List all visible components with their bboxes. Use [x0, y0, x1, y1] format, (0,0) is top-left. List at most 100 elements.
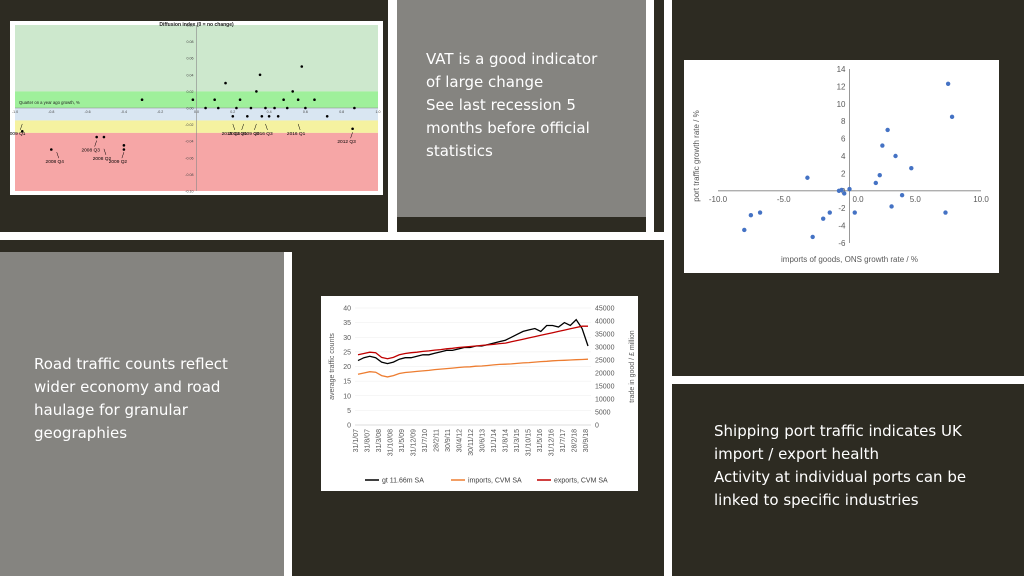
y-tick-label: -0.02 — [185, 123, 193, 127]
data-point — [885, 127, 890, 133]
y-tick-label: 0.04 — [187, 73, 194, 77]
y-tick-label: -0.06 — [185, 156, 193, 160]
y-tick-label: -6 — [838, 239, 846, 248]
traffic-chart-frame: 0 5 10 15 20 25 30 35 40 0 5000 10000 15000 20000 2500… — [321, 296, 638, 491]
data-point — [122, 148, 126, 151]
x-tick-label: 30/9/18 — [583, 429, 590, 452]
vat-text-line: VAT is a good indicator — [426, 50, 598, 68]
x-tick-label: -10.0 — [709, 195, 728, 204]
x-axis-label: Quarter on a year ago growth, % — [19, 100, 80, 105]
y2-tick-label: 5000 — [595, 410, 611, 417]
shipping-text-line: Activity at individual ports can be — [714, 468, 967, 486]
road-text-line: haulage for granular — [34, 401, 188, 419]
x-tick-label: 31/3/15 — [514, 429, 521, 452]
y-tick-label: 10 — [343, 393, 351, 400]
data-point — [102, 135, 106, 139]
x-tick-label: -0.4 — [121, 110, 127, 114]
x-tick-label: 30/6/13 — [480, 429, 487, 452]
data-point — [757, 210, 763, 215]
y-tick-label: 8 — [841, 117, 846, 126]
data-point — [842, 191, 847, 196]
y-tick-label: 0.00 — [187, 107, 194, 111]
divider-mid-vertical — [646, 0, 654, 232]
annotation-label: 2008 Q4 — [46, 159, 65, 165]
annotation-label: 2008 Q3 — [81, 148, 100, 154]
y2-tick-label: 10000 — [595, 397, 615, 404]
data-point — [949, 114, 955, 120]
y-tick-label: -0.04 — [185, 140, 193, 144]
y-tick-label: 15 — [343, 379, 351, 386]
data-point — [238, 98, 242, 101]
y-tick-label: 10 — [837, 100, 846, 109]
annotation-label: 2008 Q2 — [93, 156, 112, 162]
y2-tick-label: 45000 — [595, 306, 615, 313]
x-tick-label: -0.6 — [84, 110, 90, 114]
annotation-label: 2009 Q3 — [241, 131, 260, 137]
x-tick-label: 31/7/10 — [422, 429, 429, 452]
x-tick-label: 30/11/12 — [468, 429, 475, 456]
legend-label: exports, CVM SA — [554, 478, 608, 485]
data-point — [893, 153, 898, 159]
annotation-arrow — [56, 152, 59, 159]
x-tick-label: -1.0 — [12, 110, 18, 114]
x-tick-label: 0.0 — [194, 110, 199, 114]
port-chart-frame: 14 12 10 8 6 4 2 0 -2 -4 -6 -10.0 -5.0 0.0 5.0 10.0 impo… — [684, 60, 999, 273]
x-tick-label: 31/5/16 — [537, 429, 544, 452]
x-axis-label: imports of goods, ONS growth rate / % — [781, 255, 918, 264]
data-point — [95, 135, 98, 139]
annotation-label: 2016 Q3 — [254, 131, 273, 137]
data-point — [231, 115, 235, 118]
data-point — [877, 172, 882, 178]
data-point — [264, 106, 267, 110]
x-tick-label: 0.0 — [853, 195, 865, 204]
data-point — [216, 106, 220, 110]
y-tick-label: 0.02 — [187, 90, 194, 94]
data-point — [873, 180, 878, 186]
data-point — [20, 129, 24, 133]
data-point — [204, 106, 207, 110]
y2-tick-label: 0 — [595, 423, 599, 430]
data-point — [909, 165, 914, 171]
vat-text-line: of large change — [426, 73, 544, 91]
data-point — [291, 90, 294, 93]
y-tick-label: -0.08 — [185, 173, 193, 177]
x-tick-label: 28/2/18 — [572, 429, 579, 452]
annotation-label: 2009 Q2 — [109, 159, 128, 165]
y-tick-label: 4 — [841, 152, 846, 161]
x-tick-label: 31/1/07 — [353, 429, 360, 452]
data-point — [313, 98, 316, 101]
y-tick-label: -4 — [838, 222, 846, 231]
x-tick-label: 31/8/14 — [503, 429, 510, 452]
annotation-label: 2016 Q1 — [287, 131, 306, 137]
y-tick-label: -2 — [838, 204, 846, 213]
data-point — [300, 65, 304, 68]
data-point — [880, 143, 885, 148]
data-point — [351, 127, 354, 131]
divider-road-vertical — [284, 252, 292, 576]
data-point — [267, 115, 271, 118]
road-text-panel: Road traffic counts reflect wider econom… — [0, 252, 284, 576]
y-tick-label: 5 — [347, 408, 351, 415]
chart-title: Diffusion index (0 = no change) — [159, 22, 234, 28]
x-tick-label: 0.6 — [303, 110, 308, 114]
road-text-line: wider economy and road — [34, 378, 221, 396]
y-axis-label: port traffic growth rate / % — [692, 110, 701, 201]
x-tick-label: 31/12/09 — [411, 429, 418, 456]
x-tick-label: 31/5/09 — [399, 429, 406, 452]
annotation-arrow — [265, 123, 268, 131]
y-tick-label: 30 — [343, 335, 351, 342]
data-point — [235, 106, 238, 110]
y-tick-label: 0 — [347, 423, 351, 430]
x-tick-label: 30/9/11 — [445, 429, 452, 452]
data-point — [742, 227, 747, 233]
series-line — [357, 358, 589, 378]
data-point — [945, 81, 951, 86]
annotation-label: 2012 Q3 — [337, 139, 356, 145]
divider-horizontal-left — [0, 232, 664, 240]
legend-label: gt 11.66m SA — [382, 478, 424, 485]
data-point — [213, 98, 216, 101]
data-point — [246, 115, 249, 118]
data-point — [285, 106, 289, 110]
annotation-arrow — [103, 148, 107, 155]
data-point — [821, 216, 826, 221]
